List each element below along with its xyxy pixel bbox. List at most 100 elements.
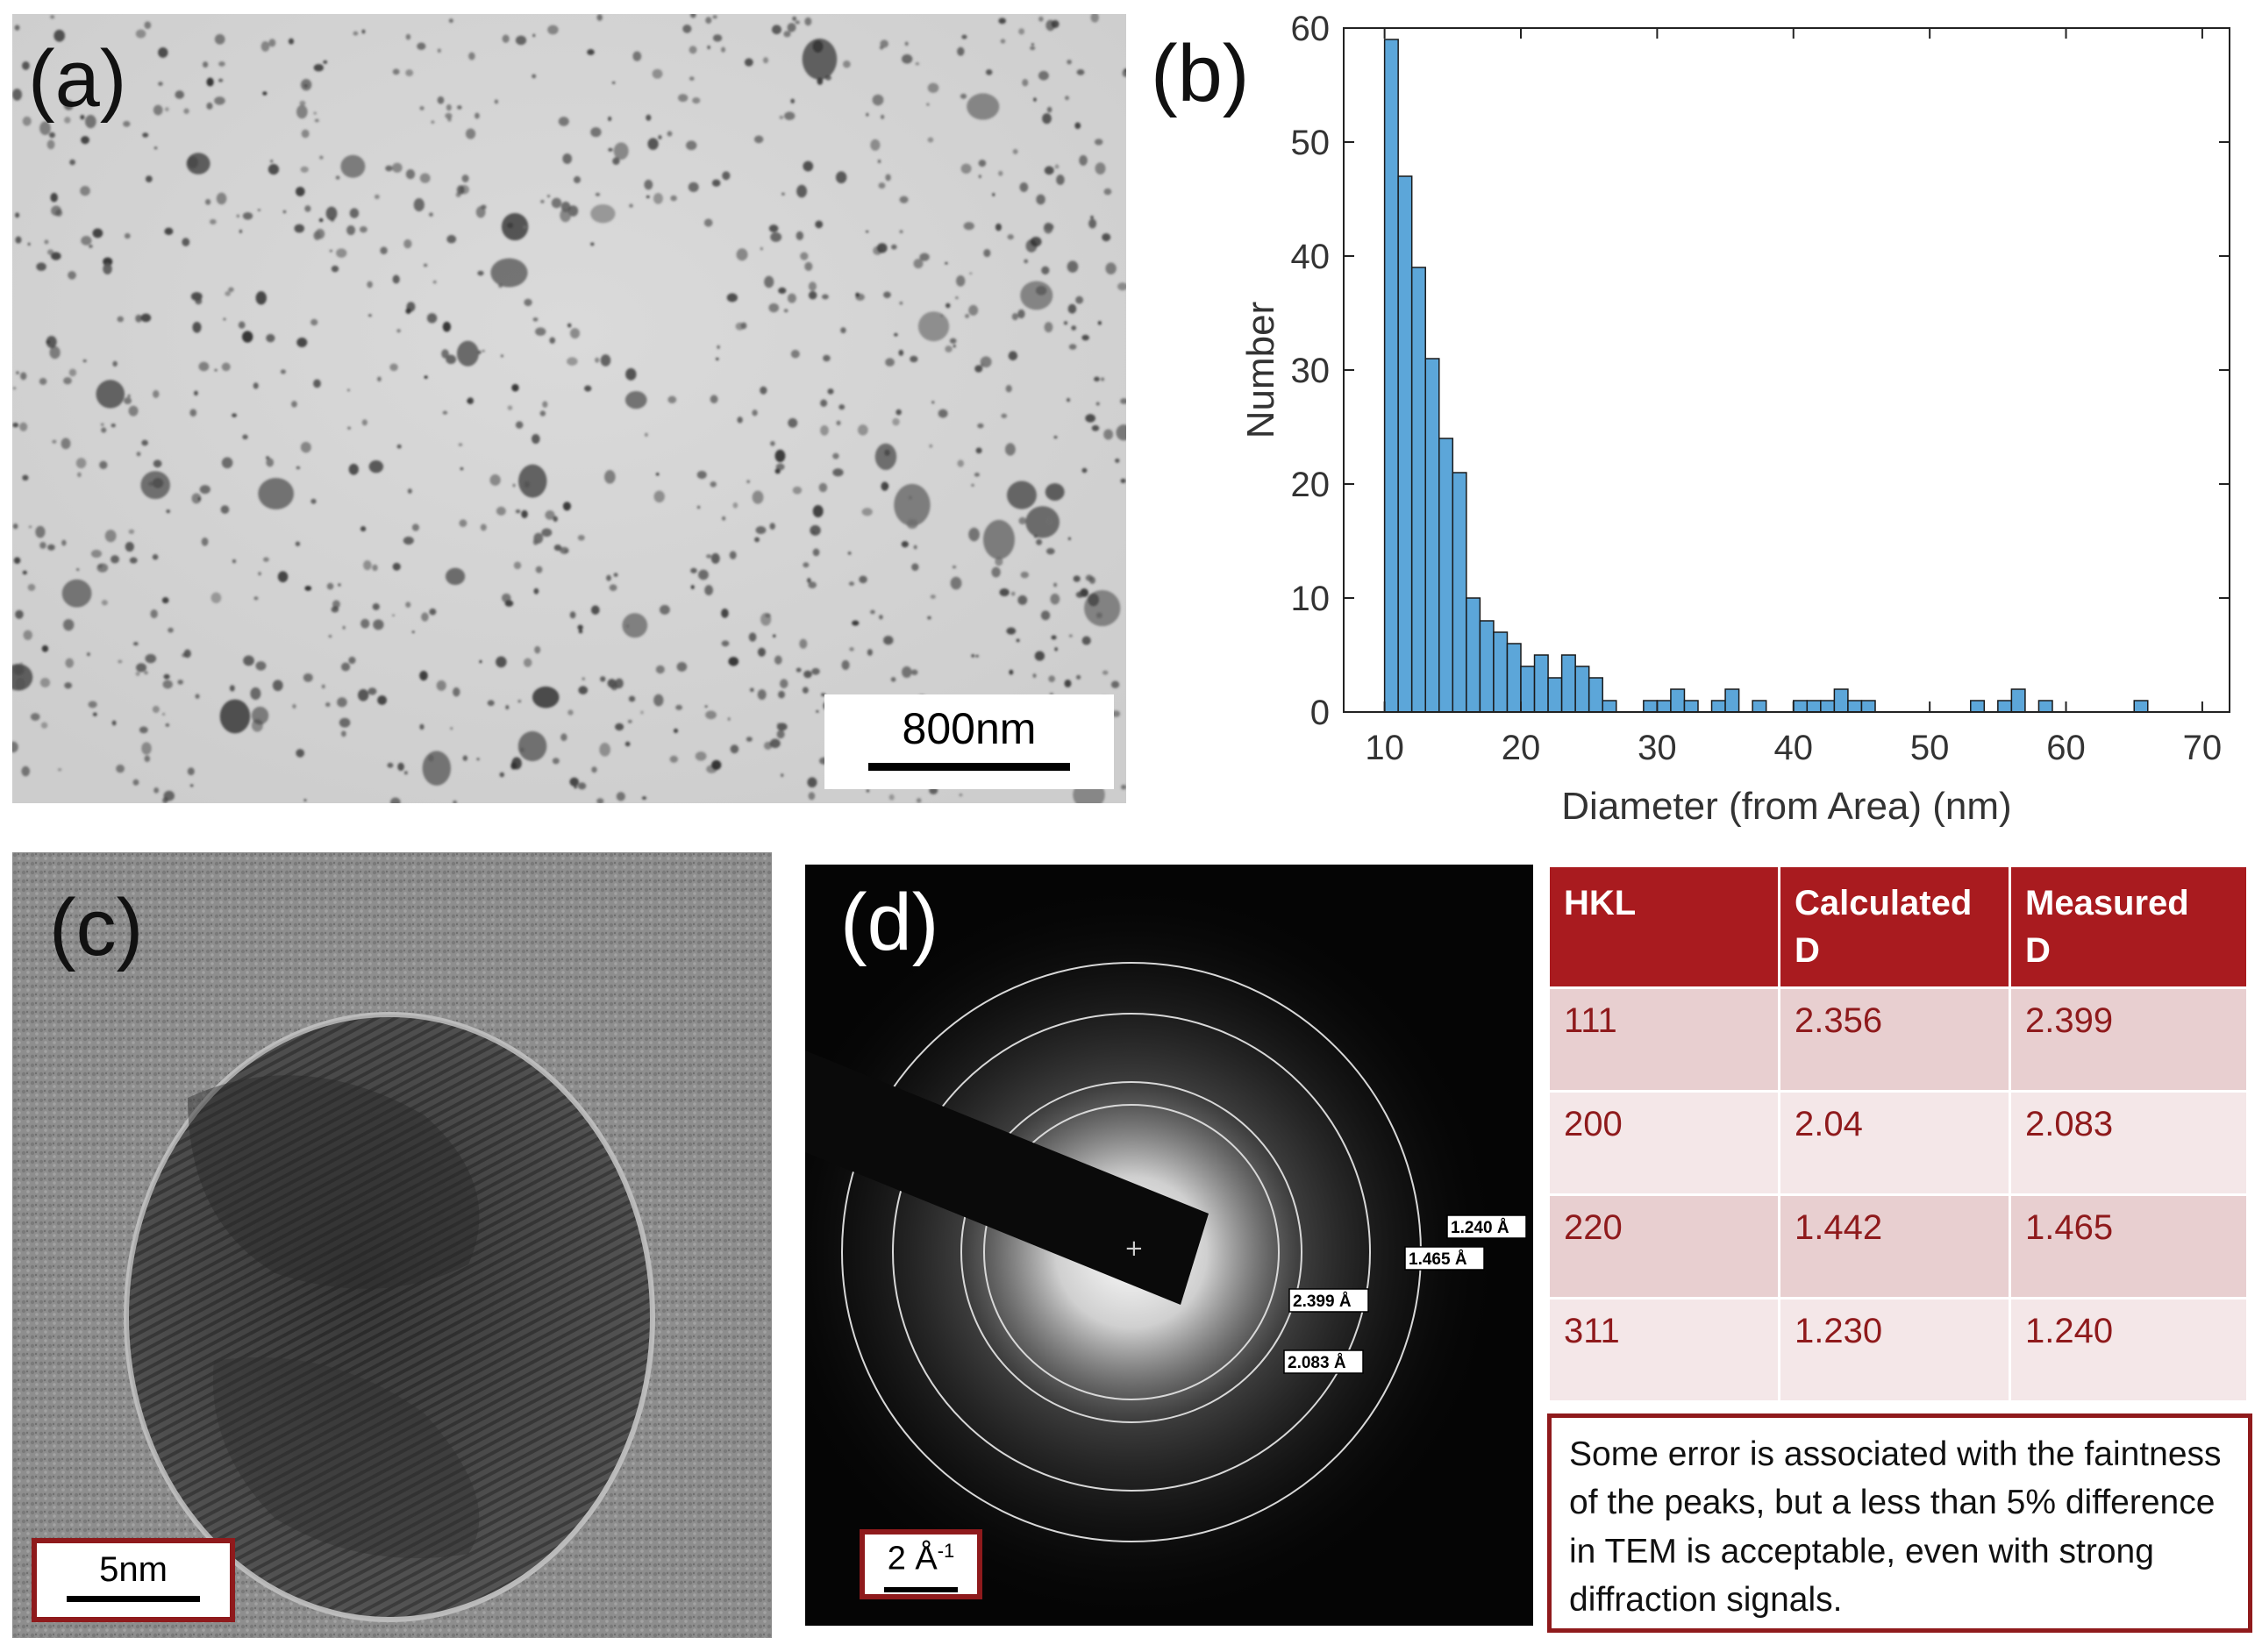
histogram-bar [1383,39,1399,713]
svg-text:+: + [1124,1235,1144,1262]
header-calculated-d: Calculated D [1778,865,2011,989]
histogram-bar [1438,438,1454,713]
table-cell-hkl: 111 [1547,986,1780,1093]
error-note-box: Some error is associated with the faintn… [1547,1413,2252,1633]
panel-c-scale-bar: 5nm [32,1538,235,1622]
histogram-bar [1820,700,1836,713]
histogram-bar [1466,597,1481,713]
y-tick-label: 10 [1291,580,1331,618]
histogram-bar [1520,666,1536,713]
histogram-bar [1806,700,1822,713]
panel-d-scale-bar: 2 Å-1 [860,1529,982,1599]
panel-d-scale-sup: -1 [937,1540,955,1562]
y-tick-label: 0 [1310,694,1330,732]
y-tick-label: 60 [1291,10,1331,48]
histogram-bar [1452,472,1467,713]
x-tick-label: 30 [1638,729,1677,767]
x-tick-label: 40 [1774,729,1814,767]
panel-a-label: (a) [28,34,127,124]
histogram-chart: 10 20 30 40 50 60 70 0 10 20 30 40 50 60 Diameter (fr… [1239,10,2230,828]
table-cell-measured: 2.399 [2009,986,2249,1093]
y-tick-label: 50 [1291,124,1331,162]
y-tick-label: 30 [1291,352,1331,390]
x-tick-label: 70 [2183,729,2223,767]
header-hkl: HKL [1547,865,1780,989]
sem-micrograph [12,14,1126,803]
panel-d-scale-line [884,1587,958,1592]
y-axis-label: Number [1239,302,1282,439]
histogram-bar [1752,700,1767,713]
header-measured-d: Measured D [2009,865,2249,989]
table-cell-hkl: 220 [1547,1193,1780,1300]
histogram-bar [1970,700,1986,713]
panel-d-scale-text: 2 Å [887,1540,938,1577]
table-row: 220 1.442 1.465 [1547,1193,2249,1300]
diffraction-ring-220 [892,1013,1371,1492]
histogram-bar [1833,688,1849,713]
table-cell-calculated: 1.230 [1778,1297,2011,1403]
histogram-bar [2037,700,2053,713]
panel-d-label: (d) [840,878,939,967]
diffraction-ring-200 [960,1081,1302,1423]
ring-d-spacing-label: 2.083 Å [1288,1354,1346,1372]
hkl-table: HKL Calculated D Measured D 111 2.356 2.39… [1547,865,2249,1403]
hrtem-micrograph [12,852,772,1638]
histogram-bar [1397,175,1413,713]
panel-b-histogram: 10 20 30 40 50 60 70 0 10 20 30 40 50 60 Diameter (fr… [1131,0,2262,842]
panel-a-scale-text: 800nm [902,704,1037,753]
histogram-bar [1860,700,1876,713]
histogram-bar [1547,677,1563,713]
panel-c-scale-line [67,1596,200,1602]
histogram-bar [1724,688,1740,713]
histogram-bar [1670,688,1686,713]
histogram-bar [1588,677,1603,713]
histogram-bar [1479,620,1495,713]
histogram-bar [1560,654,1576,713]
panel-d-diffraction-image: + 1.240 Å 1.465 Å 2.399 Å 2.083 Å (d) 2 Å-1 [805,865,1533,1626]
x-tick-label: 20 [1502,729,1541,767]
diffraction-pattern: + 1.240 Å 1.465 Å 2.399 Å 2.083 Å [805,865,1533,1626]
table-row: 111 2.356 2.399 [1547,986,2249,1093]
panel-a-scale-line [868,763,1070,771]
ring-d-spacing-label: 2.399 Å [1293,1292,1352,1311]
x-axis-label: Diameter (from Area) (nm) [1561,785,2011,828]
histogram-bar [2010,688,2026,713]
ring-d-spacing-label: 1.465 Å [1409,1250,1467,1269]
histogram-bar [1533,654,1549,713]
beam-stopper [805,1050,1209,1305]
histogram-bar [1793,700,1809,713]
panel-c-hrtem-image: (c) 5nm [12,852,772,1638]
diffraction-ring-111 [983,1104,1280,1400]
histogram-bar [1710,700,1726,713]
histogram-bar [2133,700,2149,713]
table-cell-calculated: 1.442 [1778,1193,2011,1300]
table-cell-measured: 1.465 [2009,1193,2249,1300]
panel-c-scale-text: 5nm [99,1550,168,1589]
histogram-bar [1574,666,1590,713]
table-cell-hkl: 311 [1547,1297,1780,1403]
table-row: 311 1.230 1.240 [1547,1297,2249,1403]
histogram-bar [1656,700,1672,713]
y-tick-label: 40 [1291,238,1331,276]
histogram-bar [1506,643,1522,713]
histogram-bar [1643,700,1659,713]
x-tick-label: 50 [1910,729,1950,767]
panel-a-sem-image: (a) 800nm [12,14,1126,803]
table-cell-calculated: 2.04 [1778,1090,2011,1196]
panel-c-label: (c) [49,883,144,972]
panel-a-scale-bar: 800nm [824,694,1114,789]
table-cell-measured: 2.083 [2009,1090,2249,1196]
ring-d-spacing-label: 1.240 Å [1451,1219,1509,1237]
x-tick-label: 60 [2046,729,2086,767]
histogram-bar [1602,700,1617,713]
histogram-bar [1683,700,1699,713]
table-cell-measured: 1.240 [2009,1297,2249,1403]
x-tick-label: 10 [1365,729,1404,767]
table-cell-calculated: 2.356 [1778,986,2011,1093]
table-cell-hkl: 200 [1547,1090,1780,1196]
histogram-bar [1410,267,1426,713]
table-row: 200 2.04 2.083 [1547,1090,2249,1196]
histogram-bar [1493,631,1509,713]
histogram-bar [1847,700,1863,713]
panel-b-label: (b) [1151,29,1250,118]
